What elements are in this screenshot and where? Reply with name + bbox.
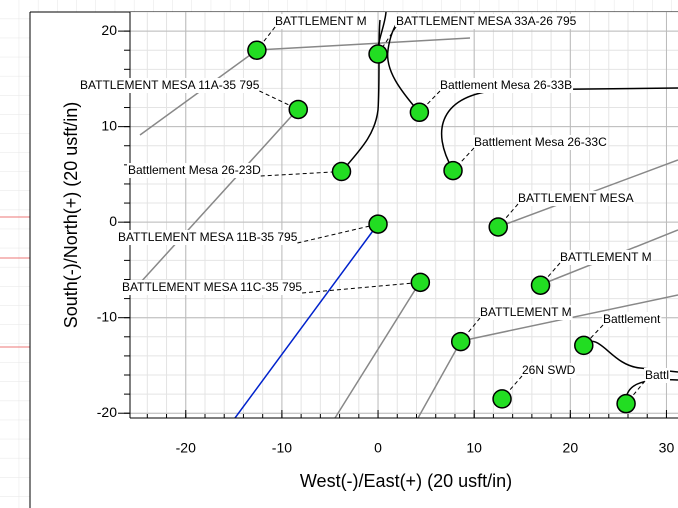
- y-axis-label: South(-)/North(+) (20 usft/in): [61, 102, 81, 329]
- leader-line: [377, 26, 397, 55]
- label-bg: [479, 305, 573, 320]
- label-bg: [521, 363, 577, 378]
- well-label: Battlement: [603, 312, 661, 326]
- well-point: [492, 389, 512, 409]
- well-point: [616, 393, 636, 414]
- well-label: BATTLEMENT M: [560, 250, 652, 264]
- leader-line: [302, 281, 421, 294]
- trajectory: [334, 281, 421, 418]
- well-label: BATTLEMENT MESA 11B-35 795: [118, 230, 298, 244]
- label-bg: [602, 312, 662, 327]
- x-tick-label: 10: [466, 440, 482, 456]
- well-point: [409, 102, 430, 123]
- well-point: [443, 160, 463, 181]
- well-label: BATTLEMENT M: [275, 14, 367, 28]
- label-bg: [395, 14, 578, 29]
- label-bg: [274, 14, 368, 29]
- well-label: Battlement Mesa 26-23D: [128, 163, 261, 177]
- label-bg: [644, 368, 671, 383]
- label-bg: [79, 78, 261, 93]
- y-tick-label: -10: [97, 308, 117, 324]
- leader-line: [497, 203, 519, 228]
- well-point: [288, 99, 308, 120]
- label-bg: [517, 191, 635, 206]
- y-tick-label: 10: [101, 117, 117, 133]
- y-tick-label: 0: [109, 213, 117, 229]
- plot: -20 -10 0 10 20 30 -20 -10 0 10 20 BATTLEMENT M BATT…: [79, 11, 678, 456]
- well-point: [530, 275, 551, 295]
- well-point: [450, 331, 471, 352]
- well-label: Battlement Mesa 26-33B: [440, 78, 572, 92]
- trajectory: [139, 108, 299, 284]
- well-point: [410, 272, 431, 293]
- well-label: Battlement Mesa 26-33C: [474, 135, 607, 149]
- well-label: BATTLEMENT MESA 11A-35 795: [80, 78, 260, 92]
- label-bg: [559, 250, 653, 265]
- well-label: Battl: [645, 368, 669, 382]
- leader-line: [501, 375, 523, 400]
- leader-line: [460, 317, 481, 342]
- label-bg: [121, 280, 304, 295]
- x-tick-label: -20: [176, 440, 196, 456]
- well-point: [368, 214, 388, 234]
- x-axis-label: West(-)/East(+) (20 usft/in): [300, 471, 512, 491]
- well-label: BATTLEMENT MESA 33A-26 795: [396, 14, 577, 28]
- label-bg: [127, 163, 262, 178]
- well-label: 26N SWD: [522, 363, 576, 377]
- well-label: BATTLEMENT M: [480, 305, 572, 319]
- y-tick-label: 20: [101, 22, 117, 38]
- well-label: BATTLEMENT MESA 11C-35 795: [122, 280, 302, 294]
- leader-line: [452, 147, 475, 171]
- label-bg: [117, 230, 299, 245]
- x-tick-label: -10: [272, 440, 292, 456]
- x-tick-label: 0: [374, 440, 382, 456]
- label-bg: [439, 78, 574, 93]
- y-tick-label: -20: [97, 404, 117, 420]
- well-point: [368, 44, 388, 64]
- x-tick-label: 30: [659, 440, 675, 456]
- well-label: BATTLEMENT MESA: [518, 191, 634, 205]
- trajectory: [234, 223, 379, 418]
- label-bg: [473, 135, 608, 150]
- x-tick-label: 20: [563, 440, 579, 456]
- trajectory: [341, 19, 381, 172]
- well-point: [488, 217, 508, 237]
- well-point: [574, 335, 594, 356]
- well-point: [331, 161, 352, 182]
- well-point: [247, 40, 267, 60]
